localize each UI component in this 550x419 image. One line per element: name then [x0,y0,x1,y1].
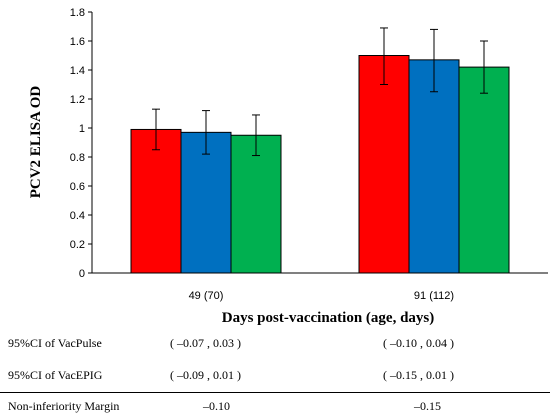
bar-series3-cat2 [458,66,510,274]
y-tick-label: 0.8 [70,152,85,164]
margin-value-day49: –0.10 [203,399,230,413]
y-tick-label: 1.2 [70,94,85,106]
row-label: 95%CI of VacPulse [8,336,102,350]
y-tick-label: 1.8 [70,7,85,19]
y-tick-label: 0 [79,268,85,280]
table-row-vacpulse: 95%CI of VacPulse ( –0.07 , 0.03 ) ( –0.… [0,336,550,356]
y-tick-label: 0.4 [70,210,85,222]
y-tick-label: 0.2 [70,239,85,251]
ci-value-day91: ( –0.15 , 0.01 ) [383,368,454,382]
table-divider [0,392,550,393]
y-axis-ticks: 0 0.2 0.4 0.6 0.8 1 1.2 1.4 1.6 1.8 [70,7,92,280]
x-tick-label: 49 (70) [189,290,224,302]
y-tick-label: 1 [79,123,85,135]
bar-series1-cat2 [358,55,410,274]
y-axis-label: PCV2 ELISA OD [28,86,44,199]
bar-chart: 0 0.2 0.4 0.6 0.8 1 1.2 1.4 1.6 1.8 49 (70) 91 (11… [28,7,548,326]
margin-value-day91: –0.15 [414,399,441,413]
ci-value-day91: ( –0.10 , 0.04 ) [383,336,454,350]
x-axis-label: Days post-vaccination (age, days) [222,310,435,326]
row-label: Non-inferiority Margin [8,399,120,413]
bars [130,55,510,274]
ci-value-day49: ( –0.09 , 0.01 ) [170,368,241,382]
y-tick-label: 0.6 [70,181,85,193]
bar-series1-cat1 [130,128,182,274]
x-axis-ticks: 49 (70) 91 (112) [189,290,455,302]
bar-series2-cat1 [180,131,232,274]
table-row-vacepig: 95%CI of VacEPIG ( –0.09 , 0.01 ) ( –0.1… [0,368,550,388]
ci-value-day49: ( –0.07 , 0.03 ) [170,336,241,350]
error-bars [152,27,488,157]
x-tick-label: 91 (112) [414,290,454,302]
table-row-margin: Non-inferiority Margin –0.10 –0.15 [0,399,550,419]
y-tick-label: 1.4 [70,65,85,77]
row-label: 95%CI of VacEPIG [8,368,103,382]
y-tick-label: 1.6 [70,36,85,48]
